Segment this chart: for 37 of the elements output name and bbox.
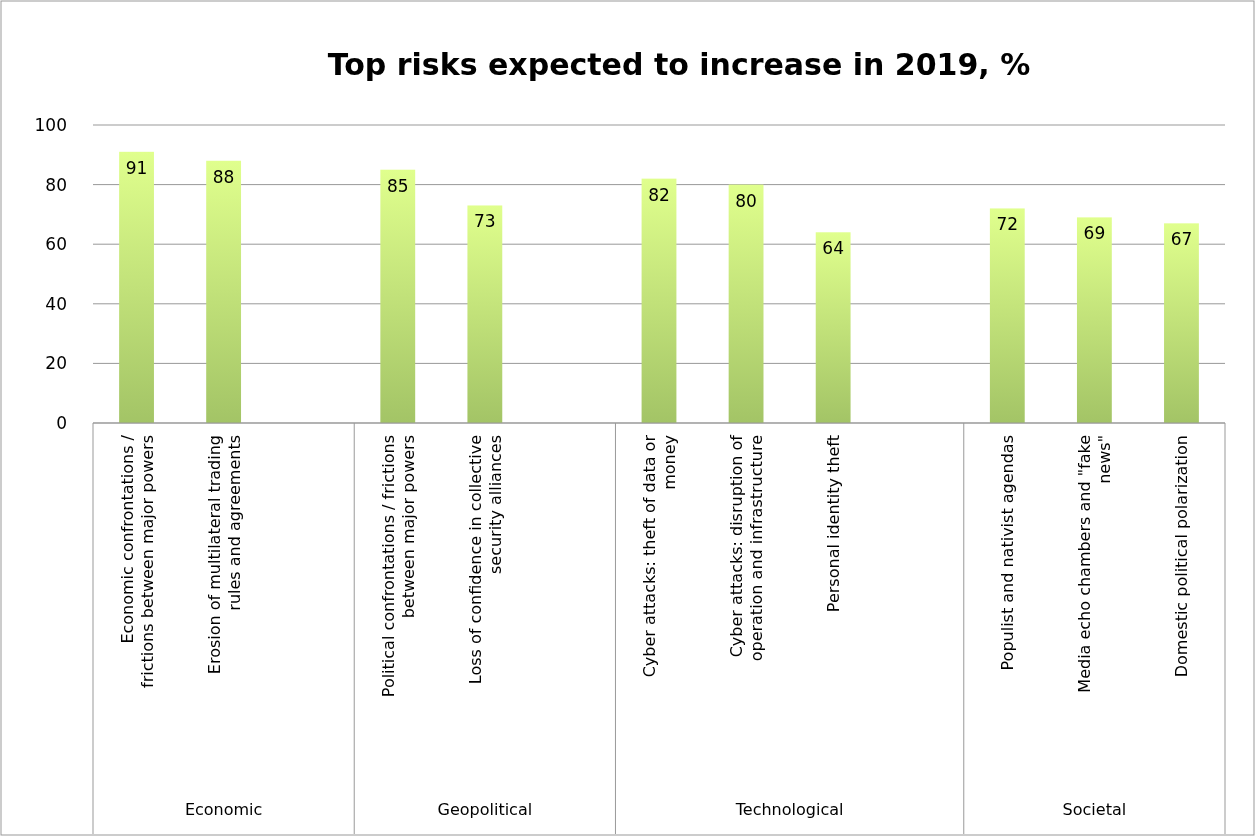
y-tick-label: 100 bbox=[34, 114, 67, 135]
x-tick-label: Media echo chambers and "fake news" bbox=[1075, 435, 1115, 693]
bar bbox=[119, 151, 154, 423]
data-label: 85 bbox=[386, 175, 409, 196]
text: Geopolitical bbox=[437, 800, 533, 819]
bar bbox=[1076, 217, 1112, 423]
y-tick-label: 0 bbox=[56, 412, 67, 433]
data-label: 73 bbox=[474, 211, 496, 232]
x-tick-label: Domestic political polarization bbox=[1172, 435, 1192, 678]
x-tick-label: Personal identity theft bbox=[824, 435, 844, 613]
text: Societal bbox=[1062, 800, 1127, 819]
text: Economic bbox=[184, 800, 263, 819]
data-label: 67 bbox=[1170, 229, 1193, 250]
bar bbox=[989, 208, 1025, 423]
x-tick-label: Cyber attacks: theft of data or money bbox=[640, 434, 679, 678]
bar bbox=[1164, 223, 1199, 423]
data-label: 82 bbox=[648, 184, 670, 205]
x-tick-label: Economic confrontations / frictions between major powers bbox=[117, 434, 157, 688]
y-tick-label: 80 bbox=[45, 174, 67, 195]
data-label: 64 bbox=[822, 238, 844, 259]
chart-title: Top risks expected to increase in 2019, % bbox=[327, 47, 1031, 82]
bar bbox=[206, 160, 242, 423]
bar bbox=[728, 184, 764, 423]
text: Technological bbox=[734, 800, 844, 819]
y-tick-label: 40 bbox=[45, 293, 67, 314]
data-label: 69 bbox=[1083, 223, 1106, 244]
data-label: 80 bbox=[735, 190, 757, 211]
data-label: 91 bbox=[125, 157, 148, 178]
bar bbox=[467, 205, 503, 423]
bar bbox=[815, 232, 851, 423]
x-tick-label: Populist and nativist agendas bbox=[998, 435, 1018, 671]
data-label: 72 bbox=[996, 214, 1019, 235]
bar bbox=[641, 178, 677, 423]
y-tick-label: 20 bbox=[45, 353, 67, 374]
data-label: 88 bbox=[212, 166, 235, 187]
y-tick-label: 60 bbox=[45, 234, 67, 255]
bar bbox=[380, 169, 416, 423]
